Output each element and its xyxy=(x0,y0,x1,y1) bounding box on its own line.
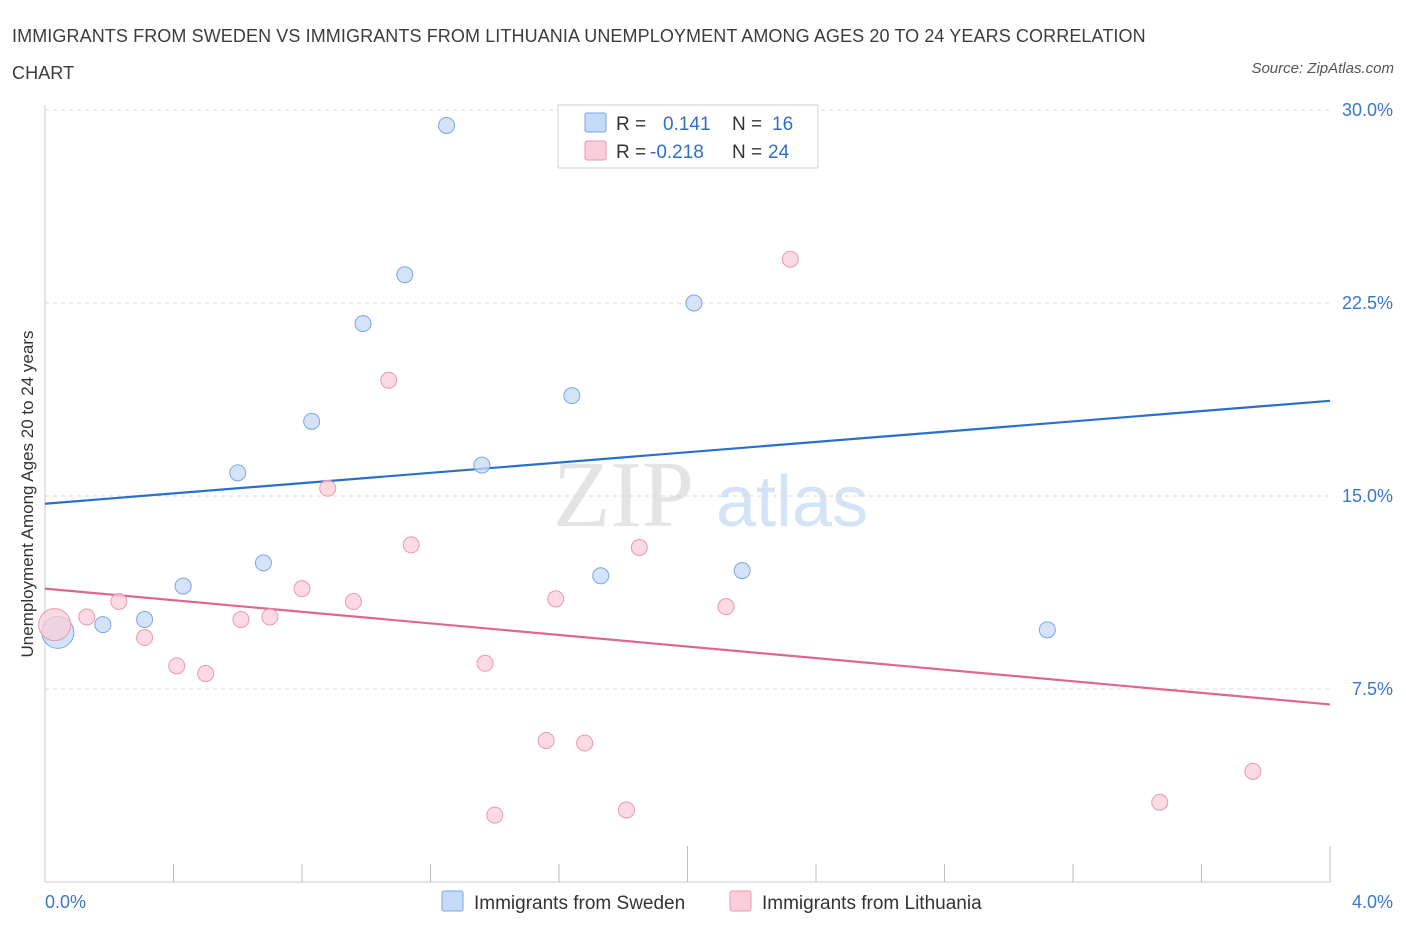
lithuania-point xyxy=(168,657,186,675)
lithuania-point xyxy=(476,654,494,672)
lithuania-point xyxy=(38,608,72,642)
sweden-swatch xyxy=(584,112,607,133)
sweden-point xyxy=(473,456,491,474)
lithuania-r-label: R = xyxy=(616,142,646,163)
lithuania-point xyxy=(617,801,635,819)
sweden-point xyxy=(94,616,112,634)
lithuania-n-label: N = xyxy=(732,142,762,163)
sweden-point xyxy=(174,577,192,595)
lithuania-point xyxy=(197,665,215,683)
lithuania-n-value: 24 xyxy=(768,142,790,163)
sweden-n-label: N = xyxy=(732,114,762,135)
lithuania-r-value: -0.218 xyxy=(650,142,704,163)
y-tick-label: 22.5% xyxy=(1342,293,1393,313)
grid-lines xyxy=(45,109,1330,690)
lithuania-point xyxy=(232,611,250,629)
lithuania-point xyxy=(537,731,555,749)
y-axis-label: Unemployment Among Ages 20 to 24 years xyxy=(18,331,37,658)
y-tick-labels: 7.5% 15.0% 22.5% 30.0% xyxy=(1342,100,1393,699)
lithuania-trend-line xyxy=(44,587,1331,706)
sweden-point xyxy=(354,315,372,333)
stats-legend: R = 0.141 N = 16 R = -0.218 N = 24 xyxy=(557,104,819,169)
lithuania-point xyxy=(630,538,648,556)
lithuania-point xyxy=(402,536,420,554)
source-label: Source: ZipAtlas.com xyxy=(1251,60,1394,77)
watermark-zip: ZIP xyxy=(553,443,694,547)
sweden-point xyxy=(438,116,456,134)
watermark-atlas: atlas xyxy=(716,462,868,542)
x-tick-label-min: 0.0% xyxy=(45,892,86,912)
lithuania-point xyxy=(344,593,362,611)
sweden-point xyxy=(1038,621,1056,639)
legend-sweden-label: Immigrants from Sweden xyxy=(474,893,685,914)
y-tick-label: 30.0% xyxy=(1342,100,1393,120)
legend-lithuania-label: Immigrants from Lithuania xyxy=(762,893,982,914)
x-ticks xyxy=(173,846,1331,882)
chart-title: IMMIGRANTS FROM SWEDEN VS IMMIGRANTS FRO… xyxy=(12,26,1146,83)
lithuania-point xyxy=(1244,762,1262,780)
sweden-point xyxy=(563,387,581,405)
lithuania-point xyxy=(547,590,565,608)
y-tick-label: 15.0% xyxy=(1342,486,1393,506)
sweden-r-label: R = xyxy=(616,114,646,135)
trend-lines xyxy=(44,399,1331,706)
lithuania-point xyxy=(576,734,594,752)
sweden-point xyxy=(396,266,414,284)
sweden-point xyxy=(229,464,247,482)
sweden-point xyxy=(136,611,154,629)
x-tick-label-max: 4.0% xyxy=(1352,892,1393,912)
sweden-point xyxy=(685,294,703,312)
y-tick-label: 7.5% xyxy=(1352,679,1393,699)
lithuania-point xyxy=(261,608,279,626)
data-points xyxy=(38,116,1262,824)
lithuania-point xyxy=(110,593,128,611)
legend-lithuania-swatch xyxy=(729,890,752,912)
sweden-point xyxy=(733,562,751,580)
lithuania-point xyxy=(293,580,311,598)
sweden-trend-line xyxy=(44,399,1331,505)
lithuania-point xyxy=(319,479,337,497)
lithuania-point xyxy=(1151,793,1169,811)
lithuania-point xyxy=(781,250,799,268)
sweden-point xyxy=(303,412,321,430)
lithuania-point xyxy=(486,806,504,824)
sweden-r-value: 0.141 xyxy=(663,114,711,135)
lithuania-swatch xyxy=(584,140,607,161)
lithuania-point xyxy=(717,598,735,616)
lithuania-point xyxy=(380,371,398,389)
sweden-n-value: 16 xyxy=(772,114,793,135)
series-legend: Immigrants from Sweden Immigrants from L… xyxy=(441,890,982,914)
lithuania-point xyxy=(136,629,154,647)
sweden-point xyxy=(592,567,610,585)
sweden-point xyxy=(254,554,272,572)
lithuania-point xyxy=(78,608,96,626)
legend-sweden-swatch xyxy=(441,890,464,912)
